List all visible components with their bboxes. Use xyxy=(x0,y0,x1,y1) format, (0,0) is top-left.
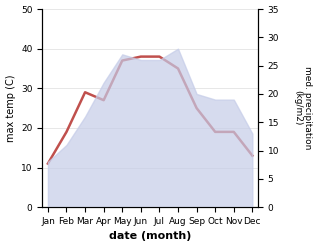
Y-axis label: med. precipitation
(kg/m2): med. precipitation (kg/m2) xyxy=(293,66,313,150)
Y-axis label: max temp (C): max temp (C) xyxy=(5,74,16,142)
X-axis label: date (month): date (month) xyxy=(109,231,191,242)
